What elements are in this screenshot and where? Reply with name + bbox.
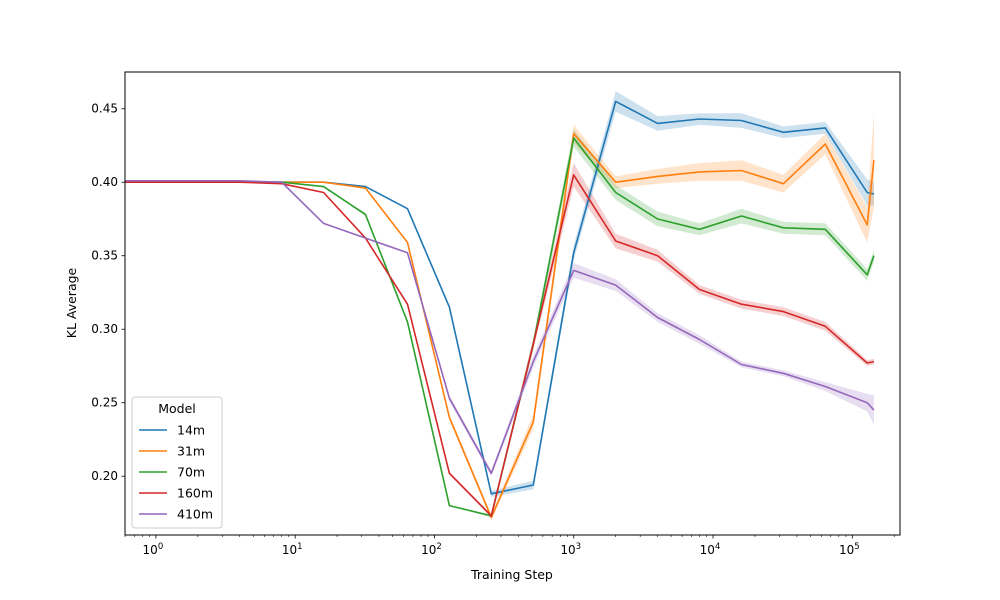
legend-label-410m: 410m xyxy=(177,507,213,522)
band-14m xyxy=(125,91,874,497)
legend-label-14m: 14m xyxy=(177,423,205,438)
legend: Model 14m 31m 70m 160m 410m xyxy=(131,396,223,529)
series-line-160m xyxy=(125,174,875,517)
plot-frame xyxy=(124,71,901,536)
y-tick-label: 0.35 xyxy=(91,249,118,263)
y-tick-label: 0.25 xyxy=(91,396,118,410)
y-tick-label: 0.30 xyxy=(91,322,118,336)
series-line-410m xyxy=(125,180,875,475)
x-axis-label: Training Step xyxy=(470,567,553,582)
legend-title: Model xyxy=(158,401,196,416)
y-axis: 0.20 0.25 0.30 0.35 0.40 0.45 xyxy=(91,102,125,483)
series-lines xyxy=(124,100,875,519)
legend-label-31m: 31m xyxy=(177,444,205,459)
y-tick-label: 0.40 xyxy=(91,175,118,189)
y-tick-label: 0.20 xyxy=(91,469,118,483)
legend-label-70m: 70m xyxy=(177,465,205,480)
y-tick-label: 0.45 xyxy=(91,102,118,116)
legend-label-160m: 160m xyxy=(177,486,213,501)
y-axis-label: KL Average xyxy=(64,267,79,338)
